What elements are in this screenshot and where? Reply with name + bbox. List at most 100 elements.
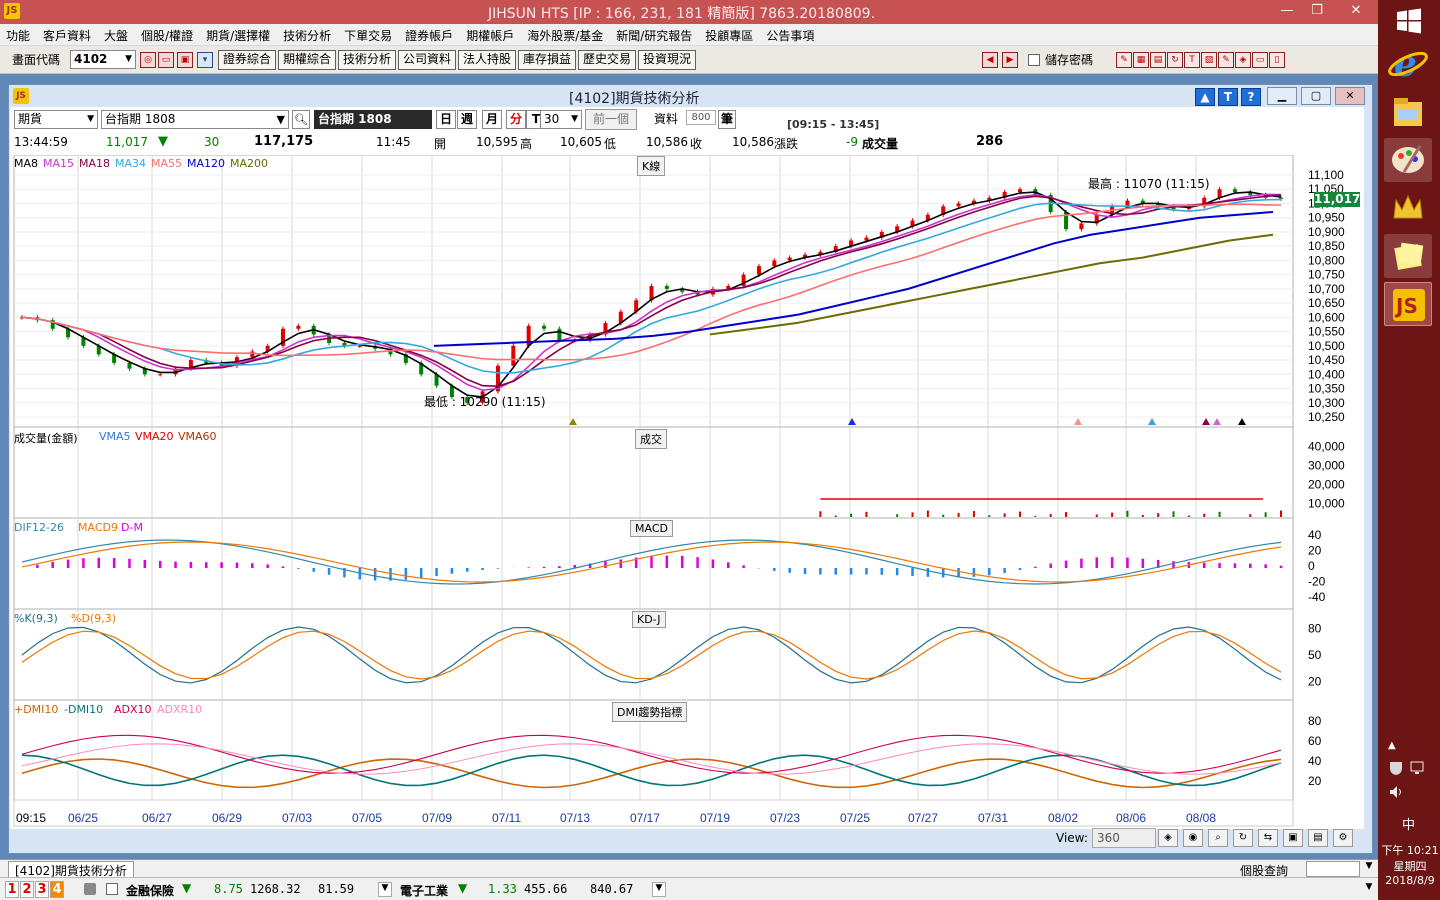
- tray-expand-icon[interactable]: ▲: [1388, 740, 1396, 751]
- view-tool-icon-5[interactable]: ▣: [1283, 829, 1303, 847]
- ticker-item1-index: 1268.32: [250, 882, 301, 896]
- windows-start-icon[interactable]: [1396, 8, 1422, 34]
- candle-body: [818, 251, 823, 255]
- chart-icon[interactable]: ▣: [177, 52, 193, 68]
- toolbar-button-4[interactable]: 法人持股: [458, 50, 516, 70]
- view-input[interactable]: 360: [1092, 828, 1156, 848]
- period-button-2[interactable]: 月: [482, 110, 502, 129]
- toolbar-button-3[interactable]: 公司資料: [398, 50, 456, 70]
- menu-item-0[interactable]: 功能: [6, 29, 31, 43]
- menu-item-6[interactable]: 下單交易: [344, 29, 393, 43]
- toolbar-button-1[interactable]: 期權綜合: [278, 50, 336, 70]
- forward-icon[interactable]: ▶: [1002, 52, 1018, 68]
- screen-code-input[interactable]: 4102 ▼: [70, 50, 136, 69]
- tool-icon-3[interactable]: ↻: [1167, 52, 1183, 68]
- toolbar-button-5[interactable]: 庫存損益: [518, 50, 576, 70]
- view-tool-icon-4[interactable]: ⇆: [1258, 829, 1278, 847]
- menu-item-5[interactable]: 技術分析: [283, 29, 332, 43]
- tray-shield-icon[interactable]: [1388, 760, 1404, 776]
- view-tool-icon-3[interactable]: ↻: [1233, 829, 1253, 847]
- tool-icon-8[interactable]: ▭: [1252, 52, 1268, 68]
- ime-indicator[interactable]: 中: [1402, 818, 1416, 833]
- view-tool-icon-1[interactable]: ◉: [1183, 829, 1203, 847]
- window-icon[interactable]: ▭: [158, 52, 174, 68]
- restore-icon[interactable]: ❐: [1311, 3, 1323, 18]
- minimize-icon[interactable]: —: [1280, 3, 1294, 18]
- window-close-icon[interactable]: ✕: [1335, 87, 1365, 105]
- k-y-tick: 10,750: [1308, 268, 1345, 282]
- prev-button[interactable]: 前一個: [585, 109, 637, 130]
- window-tab[interactable]: [4102]期貨技術分析: [8, 861, 134, 878]
- view-tool-icon-2[interactable]: ⌕: [1208, 829, 1228, 847]
- lock-icon[interactable]: [84, 883, 96, 895]
- toolbar-button-2[interactable]: 技術分析: [338, 50, 396, 70]
- file-explorer-icon[interactable]: [1384, 90, 1432, 134]
- save-password-checkbox[interactable]: [1028, 54, 1040, 66]
- window-maximize-icon[interactable]: ▢: [1301, 87, 1331, 105]
- ticker-item1-dropdown-icon[interactable]: ▼: [378, 882, 392, 897]
- close-value: 10,586: [732, 135, 774, 149]
- menu-item-7[interactable]: 證券帳戶: [405, 29, 454, 43]
- menu-item-11[interactable]: 投顧專區: [705, 29, 754, 43]
- minutes-select[interactable]: 30 ▼: [540, 110, 582, 129]
- view-tool-icon-0[interactable]: ◈: [1158, 829, 1178, 847]
- data-count-input[interactable]: 800: [686, 110, 716, 125]
- tool-icon-0[interactable]: ✎: [1116, 52, 1132, 68]
- symbol-select[interactable]: 台指期 1808 ▼: [101, 110, 289, 129]
- menu-item-9[interactable]: 海外股票/基金: [527, 29, 604, 43]
- app-logo-icon: JS: [4, 3, 20, 19]
- ticker-tab-1[interactable]: 2: [20, 881, 34, 898]
- menu-item-10[interactable]: 新聞/研究報告: [616, 29, 693, 43]
- type-select[interactable]: 期貨 ▼: [14, 110, 98, 129]
- view-tool-icon-6[interactable]: ▤: [1308, 829, 1328, 847]
- back-icon[interactable]: ◀: [982, 52, 998, 68]
- ticker-tab-0[interactable]: 1: [5, 881, 19, 898]
- ie-browser-icon[interactable]: e: [1384, 40, 1432, 85]
- menu-item-8[interactable]: 期權帳戶: [466, 29, 515, 43]
- menu-item-12[interactable]: 公告事項: [766, 29, 815, 43]
- menu-item-4[interactable]: 期貨/選擇權: [206, 29, 271, 43]
- jihsun-taskbar-icon[interactable]: JS: [1384, 282, 1432, 326]
- tool-icon-9[interactable]: ▯: [1269, 52, 1285, 68]
- arrow-up-icon[interactable]: ▲: [1195, 88, 1215, 106]
- window-minimize-icon[interactable]: ▁: [1267, 87, 1297, 105]
- unit-button[interactable]: 筆: [718, 110, 736, 129]
- tool-icon-1[interactable]: ▦: [1133, 52, 1149, 68]
- tool-icon-4[interactable]: T: [1184, 52, 1200, 68]
- toolbar-button-7[interactable]: 投資現況: [638, 50, 696, 70]
- ticker-tab-3[interactable]: 4: [50, 881, 64, 898]
- ticker-tab-2[interactable]: 3: [35, 881, 49, 898]
- stock-query-input[interactable]: [1306, 861, 1360, 877]
- magnifier-icon[interactable]: 🔍︎: [292, 110, 310, 129]
- ticker-item2-dropdown-icon[interactable]: ▼: [652, 882, 666, 897]
- toolbar-button-6[interactable]: 歷史交易: [578, 50, 636, 70]
- menu-item-1[interactable]: 客戶資料: [43, 29, 92, 43]
- ticker-scroll-icon[interactable]: ▼: [1365, 882, 1373, 892]
- tray-volume-icon[interactable]: [1388, 784, 1404, 800]
- chart-canvas[interactable]: 09:15 06/25 06/27 06/29 07/03 07/05 07/09 07/11…: [10, 155, 1364, 829]
- dropdown-icon[interactable]: ▾: [197, 52, 213, 68]
- period-button-3[interactable]: 分: [506, 110, 526, 129]
- tool-icon-6[interactable]: ✎: [1218, 52, 1234, 68]
- toolbar-button-0[interactable]: 證券綜合: [218, 50, 276, 70]
- paint-icon[interactable]: [1384, 138, 1432, 182]
- menu-item-2[interactable]: 大盤: [104, 29, 129, 43]
- crown-app-icon[interactable]: [1384, 186, 1432, 230]
- candle-body: [495, 365, 500, 392]
- search-icon[interactable]: ◎: [140, 52, 156, 68]
- view-tool-icon-7[interactable]: ⚙: [1333, 829, 1353, 847]
- ticker-checkbox[interactable]: [106, 883, 118, 895]
- period-button-1[interactable]: 週: [457, 110, 477, 129]
- tool-icon-5[interactable]: ▧: [1201, 52, 1217, 68]
- query-dropdown-icon[interactable]: ▼: [1365, 861, 1373, 871]
- tool-icon-2[interactable]: ▤: [1150, 52, 1166, 68]
- x-tick-label: 08/02: [1048, 811, 1078, 825]
- tray-network-icon[interactable]: [1410, 760, 1426, 776]
- sticky-notes-icon[interactable]: [1384, 234, 1432, 278]
- help-icon[interactable]: ?: [1241, 88, 1261, 106]
- tool-icon-7[interactable]: ◈: [1235, 52, 1251, 68]
- close-icon[interactable]: ✕: [1350, 3, 1362, 18]
- period-button-0[interactable]: 日: [436, 110, 456, 129]
- text-icon[interactable]: T: [1218, 88, 1238, 106]
- menu-item-3[interactable]: 個股/權證: [141, 29, 194, 43]
